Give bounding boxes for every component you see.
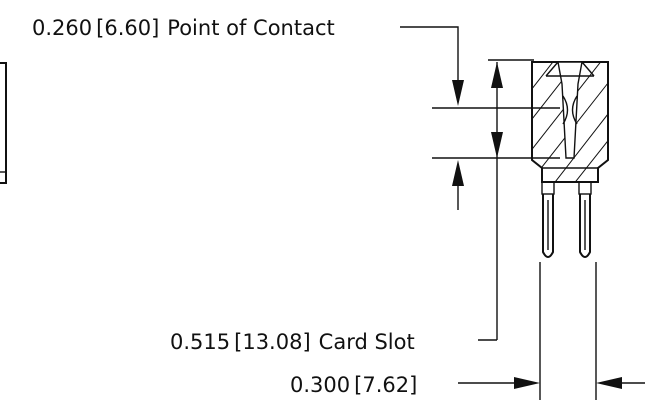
svg-text:0.515[13.08]Card Slot: 0.515 [13.08] Card Slot <box>170 330 415 354</box>
contact-value-mm: 6.60 <box>104 16 151 40</box>
card-slot-value-mm: 13.08 <box>242 330 302 354</box>
contact-value-in: 0.260 <box>32 16 92 40</box>
callout-card-slot: 0.515 [13.08] Card Slot <box>170 330 415 354</box>
connector-pins <box>541 181 592 258</box>
pitch-value-mm: 7.62 <box>362 373 409 397</box>
contact-spring-right <box>571 95 578 125</box>
card-slot-value-in: 0.515 <box>170 330 230 354</box>
card-slot-dimension <box>478 59 534 341</box>
pitch-dimension <box>458 377 645 389</box>
pitch-value-in: 0.300 <box>290 373 350 397</box>
svg-text:0.260[6.60]Point of Contact: 0.260 [6.60] Point of Contact <box>32 16 335 40</box>
connector-body <box>531 61 609 183</box>
svg-text:0.300[7.62]: 0.300 [7.62] <box>290 373 417 397</box>
contact-dimension <box>400 26 560 210</box>
pitch-extension-lines <box>539 262 597 400</box>
contact-label: Point of Contact <box>167 16 334 40</box>
callout-pitch: 0.300 [7.62] <box>290 373 417 397</box>
contact-spring-left <box>562 95 569 125</box>
adjacent-view-fragment <box>0 62 7 184</box>
card-slot-label: Card Slot <box>319 330 415 354</box>
callout-contact: 0.260 [6.60] Point of Contact <box>32 16 335 40</box>
